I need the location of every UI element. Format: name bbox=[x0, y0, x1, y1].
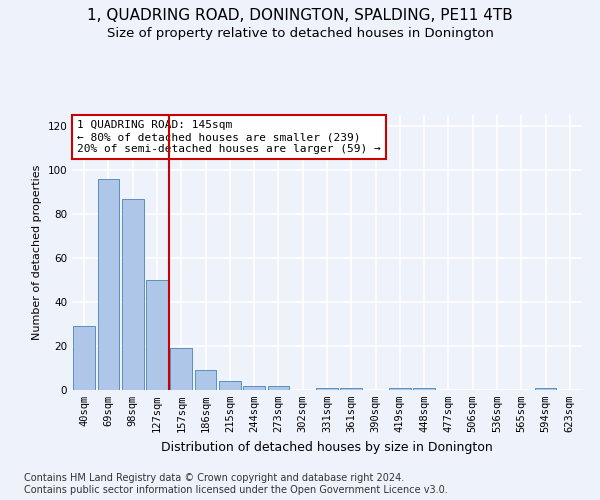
Bar bbox=[389, 388, 411, 390]
Bar bbox=[535, 388, 556, 390]
Bar bbox=[146, 280, 168, 390]
Text: 1 QUADRING ROAD: 145sqm
← 80% of detached houses are smaller (239)
20% of semi-d: 1 QUADRING ROAD: 145sqm ← 80% of detache… bbox=[77, 120, 381, 154]
Text: 1, QUADRING ROAD, DONINGTON, SPALDING, PE11 4TB: 1, QUADRING ROAD, DONINGTON, SPALDING, P… bbox=[87, 8, 513, 22]
Y-axis label: Number of detached properties: Number of detached properties bbox=[32, 165, 42, 340]
Bar bbox=[170, 348, 192, 390]
Bar bbox=[97, 179, 119, 390]
Bar bbox=[73, 326, 95, 390]
Text: Contains HM Land Registry data © Crown copyright and database right 2024.
Contai: Contains HM Land Registry data © Crown c… bbox=[24, 474, 448, 495]
Bar bbox=[340, 388, 362, 390]
Text: Size of property relative to detached houses in Donington: Size of property relative to detached ho… bbox=[107, 28, 493, 40]
Bar bbox=[268, 386, 289, 390]
Bar bbox=[194, 370, 217, 390]
Bar bbox=[243, 386, 265, 390]
X-axis label: Distribution of detached houses by size in Donington: Distribution of detached houses by size … bbox=[161, 440, 493, 454]
Bar bbox=[122, 198, 143, 390]
Bar bbox=[413, 388, 435, 390]
Bar bbox=[316, 388, 338, 390]
Bar bbox=[219, 381, 241, 390]
